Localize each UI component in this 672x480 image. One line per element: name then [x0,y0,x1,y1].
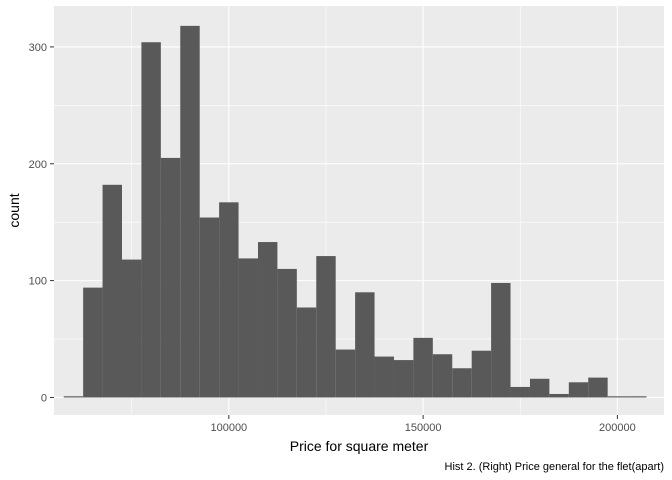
histogram-bar [355,292,375,398]
histogram-bar [277,268,297,398]
histogram-bar [452,368,472,398]
histogram-bar [413,337,433,398]
x-tick-label: 200000 [599,422,636,434]
histogram-bar [491,282,511,398]
y-tick-label: 0 [41,392,47,404]
histogram-bar [529,378,550,398]
histogram-bar [238,258,258,398]
x-axis-title: Price for square meter [290,438,429,454]
x-axis-ticks: 100000 150000 200000 [210,415,636,434]
histogram-bar [296,307,317,398]
histogram-bar [102,184,122,398]
histogram-bar [510,386,530,398]
histogram-bar [374,356,394,398]
histogram-bar [471,350,492,398]
x-tick-label: 150000 [405,422,442,434]
y-tick-label: 100 [29,276,47,288]
y-tick-label: 200 [29,159,47,171]
histogram-bar [83,287,103,398]
y-tick-label: 300 [29,42,47,54]
histogram-bars [63,25,647,398]
histogram-bar [199,217,220,398]
x-tick-label: 100000 [210,422,247,434]
histogram-bar [588,377,608,398]
y-axis-title: count [6,193,22,227]
y-axis-ticks: 0 100 200 300 [29,42,54,404]
chart-caption: Hist 2. (Right) Price general for the fl… [445,461,664,473]
histogram-bar [607,396,628,398]
histogram-bar [549,393,569,398]
histogram-bar [257,242,278,398]
histogram-bar [393,360,414,398]
histogram-bar [335,349,356,398]
histogram-bar [432,354,453,398]
histogram-bar [160,157,181,398]
histogram-bar [568,382,589,398]
histogram-bar [121,259,142,398]
histogram-bar [63,396,84,398]
histogram-bar [180,25,200,398]
histogram-bar [316,256,336,398]
histogram-bar [141,42,161,398]
histogram-bar [219,202,239,398]
histogram-bar [627,396,647,398]
